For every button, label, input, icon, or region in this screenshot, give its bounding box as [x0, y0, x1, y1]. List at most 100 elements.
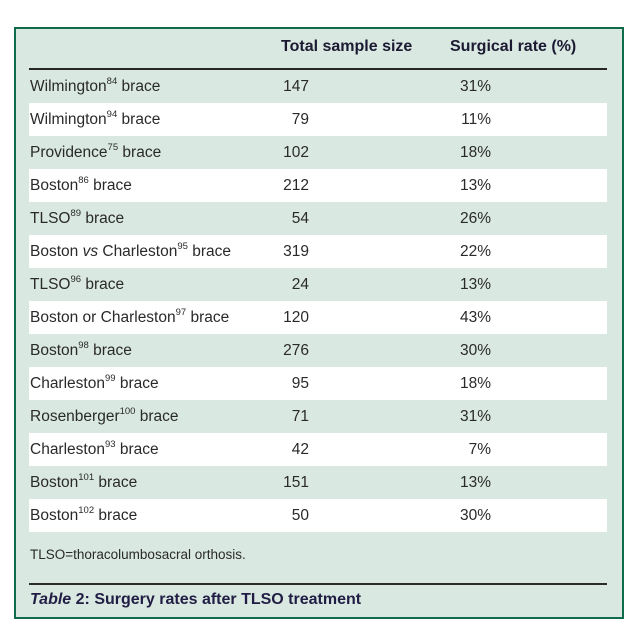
table-row: Boston98 brace 276 30%	[29, 334, 607, 367]
brace-name-cell: Boston vs Charleston95 brace	[30, 235, 231, 268]
brace-name-cell: Boston86 brace	[30, 169, 132, 202]
table-row: TLSO89 brace 54 26%	[29, 202, 607, 235]
brace-name-italic-text: vs	[82, 243, 99, 260]
brace-word: brace	[81, 210, 125, 227]
reference-superscript: 96	[70, 273, 82, 285]
total-sample-size-cell: 151	[283, 474, 309, 491]
reference-superscript: 89	[70, 207, 82, 219]
total-sample-size-cell: 95	[291, 375, 309, 392]
brace-word: brace	[115, 441, 159, 458]
table-caption: Table 2: Surgery rates after TLSO treatm…	[30, 591, 361, 609]
brace-name-cell: Boston102 brace	[30, 499, 137, 532]
surgical-rate-cell: 13%	[459, 177, 491, 194]
reference-superscript: 75	[107, 141, 119, 153]
brace-name-text: Charleston	[30, 375, 105, 392]
brace-name-text: TLSO	[30, 210, 71, 227]
caption-title-text: Surgery rates after TLSO treatment	[94, 591, 362, 608]
surgical-rate-cell: 11%	[461, 111, 491, 128]
total-sample-size-cell: 71	[291, 408, 309, 425]
table2-panel: Total sample size Surgical rate (%) Wilm…	[14, 27, 624, 619]
brace-word: brace	[88, 342, 132, 359]
brace-name-cell: Wilmington84 brace	[30, 70, 160, 103]
table-row: Boston vs Charleston95 brace 319 22%	[29, 235, 607, 268]
brace-name-text-2: Charleston	[98, 243, 178, 260]
surgical-rate-cell: 7%	[468, 441, 491, 458]
table-row: Providence75 brace 102 18%	[29, 136, 607, 169]
brace-name-text: Wilmington	[30, 111, 107, 128]
surgical-rate-cell: 26%	[459, 210, 491, 227]
surgical-rate-cell: 22%	[459, 243, 491, 260]
total-sample-size-cell: 42	[291, 441, 309, 458]
table-row: Rosenberger100 brace 71 31%	[29, 400, 607, 433]
table-content: Total sample size Surgical rate (%) Wilm…	[29, 29, 607, 617]
brace-name-text: Boston	[30, 177, 79, 194]
brace-name-cell: TLSO89 brace	[30, 202, 124, 235]
reference-superscript: 95	[177, 240, 188, 252]
surgical-rate-cell: 30%	[459, 342, 491, 359]
total-sample-size-cell: 79	[291, 111, 309, 128]
brace-word: brace	[115, 375, 159, 392]
table-row: Charleston93 brace 42 7%	[29, 433, 607, 466]
total-sample-size-cell: 212	[283, 177, 309, 194]
caption-table-word: Table	[30, 591, 72, 608]
column-header-total-sample-size: Total sample size	[281, 38, 413, 55]
brace-word: brace	[94, 474, 138, 491]
brace-word: brace	[186, 309, 230, 326]
brace-name-cell: Charleston93 brace	[30, 433, 159, 466]
table-row: Boston102 brace 50 30%	[29, 499, 607, 532]
brace-name-text: Boston	[30, 342, 79, 359]
table-row: Wilmington84 brace 147 31%	[29, 70, 607, 103]
brace-name-cell: Charleston99 brace	[30, 367, 159, 400]
brace-word: brace	[187, 243, 231, 260]
brace-name-cell: Boston98 brace	[30, 334, 132, 367]
total-sample-size-cell: 24	[291, 276, 309, 293]
surgical-rate-cell: 43%	[459, 309, 491, 326]
caption-divider-rule	[29, 583, 607, 585]
brace-name-cell: Wilmington94 brace	[30, 103, 160, 136]
brace-word: brace	[94, 507, 138, 524]
brace-word: brace	[135, 408, 179, 425]
brace-word: brace	[118, 144, 162, 161]
table-row: Wilmington94 brace 79 11%	[29, 103, 607, 136]
table-body: Wilmington84 brace 147 31% Wilmington94 …	[29, 70, 607, 532]
total-sample-size-cell: 50	[291, 507, 309, 524]
reference-superscript: 102	[78, 504, 95, 516]
surgical-rate-cell: 30%	[459, 507, 491, 524]
table-row: TLSO96 brace 24 13%	[29, 268, 607, 301]
total-sample-size-cell: 102	[283, 144, 309, 161]
table-row: Boston86 brace 212 13%	[29, 169, 607, 202]
brace-name-text: Boston	[30, 507, 79, 524]
reference-superscript: 86	[78, 174, 89, 186]
total-sample-size-cell: 54	[291, 210, 309, 227]
reference-superscript: 84	[106, 75, 118, 87]
column-header-surgical-rate: Surgical rate (%)	[450, 38, 577, 55]
reference-superscript: 93	[104, 438, 116, 450]
total-sample-size-cell: 319	[283, 243, 309, 260]
surgical-rate-cell: 31%	[459, 408, 491, 425]
table-row: Boston101 brace 151 13%	[29, 466, 607, 499]
brace-name-cell: Rosenberger100 brace	[30, 400, 179, 433]
reference-superscript: 97	[175, 306, 187, 318]
table-row: Charleston99 brace 95 18%	[29, 367, 607, 400]
surgical-rate-cell: 31%	[459, 78, 491, 95]
brace-name-text: Boston	[30, 243, 83, 260]
brace-name-cell: TLSO96 brace	[30, 268, 124, 301]
brace-word: brace	[81, 276, 125, 293]
brace-name-cell: Boston101 brace	[30, 466, 137, 499]
brace-name-cell: Boston or Charleston97 brace	[30, 301, 229, 334]
brace-name-text: Boston	[30, 474, 79, 491]
header-divider-rule	[29, 68, 607, 70]
table-footnote: TLSO=thoracolumbosacral orthosis.	[30, 547, 246, 562]
brace-word: brace	[117, 78, 161, 95]
total-sample-size-cell: 147	[283, 78, 309, 95]
brace-name-cell: Providence75 brace	[30, 136, 161, 169]
surgical-rate-cell: 18%	[459, 144, 491, 161]
reference-superscript: 94	[106, 108, 118, 120]
brace-name-text: Boston or Charleston	[30, 309, 176, 326]
brace-word: brace	[117, 111, 161, 128]
surgical-rate-cell: 13%	[459, 276, 491, 293]
brace-word: brace	[88, 177, 132, 194]
brace-name-text: Rosenberger	[30, 408, 120, 425]
caption-table-number: 2:	[71, 591, 95, 608]
reference-superscript: 100	[119, 405, 136, 417]
